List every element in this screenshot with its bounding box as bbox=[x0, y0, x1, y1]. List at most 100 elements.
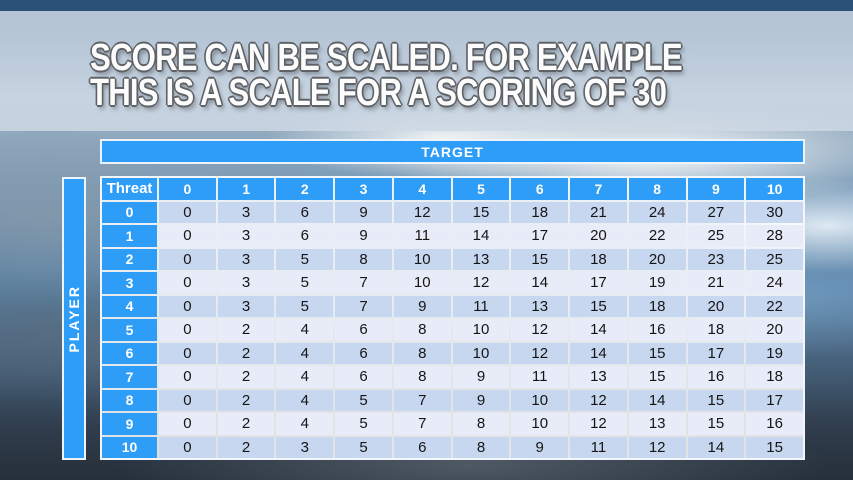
score-cell-r10-c2: 3 bbox=[276, 436, 334, 458]
score-cell-r6-c0: 0 bbox=[159, 342, 216, 364]
player-axis-label: PLAYER bbox=[62, 177, 86, 460]
score-cell-r1-c7: 20 bbox=[570, 225, 627, 247]
score-cell-r4-c10: 22 bbox=[746, 295, 803, 317]
row-header-1: 1 bbox=[102, 225, 157, 247]
score-cell-r4-c0: 0 bbox=[159, 295, 216, 317]
score-cell-r0-c7: 21 bbox=[570, 201, 627, 223]
score-cell-r7-c0: 0 bbox=[159, 366, 216, 388]
score-cell-r8-c5: 9 bbox=[452, 389, 510, 411]
score-cell-r1-c1: 3 bbox=[217, 225, 275, 247]
score-cell-r8-c0: 0 bbox=[159, 389, 216, 411]
column-header-8: 8 bbox=[628, 178, 686, 200]
title-line-1: SCORE CAN BE SCALED. FOR EXAMPLE bbox=[90, 37, 683, 79]
score-cell-r9-c1: 2 bbox=[217, 413, 275, 435]
score-cell-r9-c7: 12 bbox=[570, 413, 627, 435]
score-cell-r6-c7: 14 bbox=[570, 342, 627, 364]
score-cell-r9-c6: 10 bbox=[511, 413, 569, 435]
score-cell-r0-c5: 15 bbox=[452, 201, 510, 223]
score-cell-r2-c1: 3 bbox=[217, 248, 275, 270]
score-cell-r9-c4: 7 bbox=[393, 413, 451, 435]
score-cell-r7-c1: 2 bbox=[217, 366, 275, 388]
score-cell-r5-c5: 10 bbox=[452, 319, 510, 341]
score-cell-r1-c2: 6 bbox=[276, 225, 334, 247]
score-cell-r2-c9: 23 bbox=[687, 248, 745, 270]
column-header-5: 5 bbox=[452, 178, 510, 200]
row-header-4: 4 bbox=[102, 295, 157, 317]
score-cell-r7-c7: 13 bbox=[570, 366, 627, 388]
score-cell-r7-c10: 18 bbox=[746, 366, 803, 388]
row-header-8: 8 bbox=[102, 389, 157, 411]
score-cell-r4-c9: 20 bbox=[687, 295, 745, 317]
score-cell-r10-c1: 2 bbox=[217, 436, 275, 458]
score-cell-r6-c2: 4 bbox=[276, 342, 334, 364]
score-cell-r1-c10: 28 bbox=[746, 225, 803, 247]
score-cell-r7-c8: 15 bbox=[628, 366, 686, 388]
score-cell-r2-c4: 10 bbox=[393, 248, 451, 270]
score-cell-r4-c6: 13 bbox=[511, 295, 569, 317]
column-header-0: 0 bbox=[159, 178, 216, 200]
score-cell-r5-c2: 4 bbox=[276, 319, 334, 341]
score-cell-r6-c4: 8 bbox=[393, 342, 451, 364]
score-cell-r5-c4: 8 bbox=[393, 319, 451, 341]
score-cell-r1-c0: 0 bbox=[159, 225, 216, 247]
score-cell-r10-c7: 11 bbox=[570, 436, 627, 458]
score-cell-r7-c5: 9 bbox=[452, 366, 510, 388]
score-cell-r1-c6: 17 bbox=[511, 225, 569, 247]
score-cell-r4-c5: 11 bbox=[452, 295, 510, 317]
row-header-10: 10 bbox=[102, 436, 157, 458]
score-cell-r7-c4: 8 bbox=[393, 366, 451, 388]
title-band: SCORE CAN BE SCALED. FOR EXAMPLE THIS IS… bbox=[0, 11, 853, 131]
score-cell-r2-c10: 25 bbox=[746, 248, 803, 270]
score-cell-r9-c3: 5 bbox=[335, 413, 392, 435]
row-header-6: 6 bbox=[102, 342, 157, 364]
score-table: Threat 0 1 2 3 4 5 6 7 8 9 10 0 0 3 6 9 12 15 18 21 24 27 30 1 0 3… bbox=[100, 176, 805, 460]
score-cell-r4-c3: 7 bbox=[335, 295, 392, 317]
top-dark-strip bbox=[0, 0, 853, 11]
score-cell-r7-c9: 16 bbox=[687, 366, 745, 388]
score-cell-r5-c7: 14 bbox=[570, 319, 627, 341]
score-cell-r3-c10: 24 bbox=[746, 272, 803, 294]
score-cell-r3-c0: 0 bbox=[159, 272, 216, 294]
score-cell-r6-c9: 17 bbox=[687, 342, 745, 364]
score-cell-r2-c0: 0 bbox=[159, 248, 216, 270]
score-cell-r5-c6: 12 bbox=[511, 319, 569, 341]
score-cell-r0-c10: 30 bbox=[746, 201, 803, 223]
score-cell-r8-c6: 10 bbox=[511, 389, 569, 411]
score-cell-r1-c5: 14 bbox=[452, 225, 510, 247]
score-cell-r5-c10: 20 bbox=[746, 319, 803, 341]
score-cell-r4-c7: 15 bbox=[570, 295, 627, 317]
column-header-6: 6 bbox=[511, 178, 569, 200]
column-header-1: 1 bbox=[217, 178, 275, 200]
score-cell-r8-c4: 7 bbox=[393, 389, 451, 411]
score-cell-r3-c7: 17 bbox=[570, 272, 627, 294]
score-cell-r2-c3: 8 bbox=[335, 248, 392, 270]
score-cell-r8-c3: 5 bbox=[335, 389, 392, 411]
score-cell-r9-c0: 0 bbox=[159, 413, 216, 435]
column-header-10: 10 bbox=[746, 178, 803, 200]
score-cell-r9-c10: 16 bbox=[746, 413, 803, 435]
score-cell-r4-c2: 5 bbox=[276, 295, 334, 317]
score-cell-r6-c5: 10 bbox=[452, 342, 510, 364]
score-cell-r3-c6: 14 bbox=[511, 272, 569, 294]
score-cell-r10-c6: 9 bbox=[511, 436, 569, 458]
score-cell-r10-c10: 15 bbox=[746, 436, 803, 458]
score-cell-r8-c2: 4 bbox=[276, 389, 334, 411]
score-cell-r3-c3: 7 bbox=[335, 272, 392, 294]
score-cell-r3-c2: 5 bbox=[276, 272, 334, 294]
title-line-2: THIS IS A SCALE FOR A SCORING OF 30 bbox=[90, 72, 667, 114]
score-cell-r6-c3: 6 bbox=[335, 342, 392, 364]
score-cell-r1-c9: 25 bbox=[687, 225, 745, 247]
row-header-3: 3 bbox=[102, 272, 157, 294]
score-cell-r2-c5: 13 bbox=[452, 248, 510, 270]
score-cell-r0-c8: 24 bbox=[628, 201, 686, 223]
score-cell-r7-c2: 4 bbox=[276, 366, 334, 388]
score-cell-r10-c8: 12 bbox=[628, 436, 686, 458]
score-cell-r9-c8: 13 bbox=[628, 413, 686, 435]
score-cell-r5-c3: 6 bbox=[335, 319, 392, 341]
score-cell-r9-c2: 4 bbox=[276, 413, 334, 435]
score-cell-r0-c4: 12 bbox=[393, 201, 451, 223]
player-axis-text: PLAYER bbox=[66, 284, 82, 353]
score-cell-r2-c2: 5 bbox=[276, 248, 334, 270]
score-cell-r1-c3: 9 bbox=[335, 225, 392, 247]
